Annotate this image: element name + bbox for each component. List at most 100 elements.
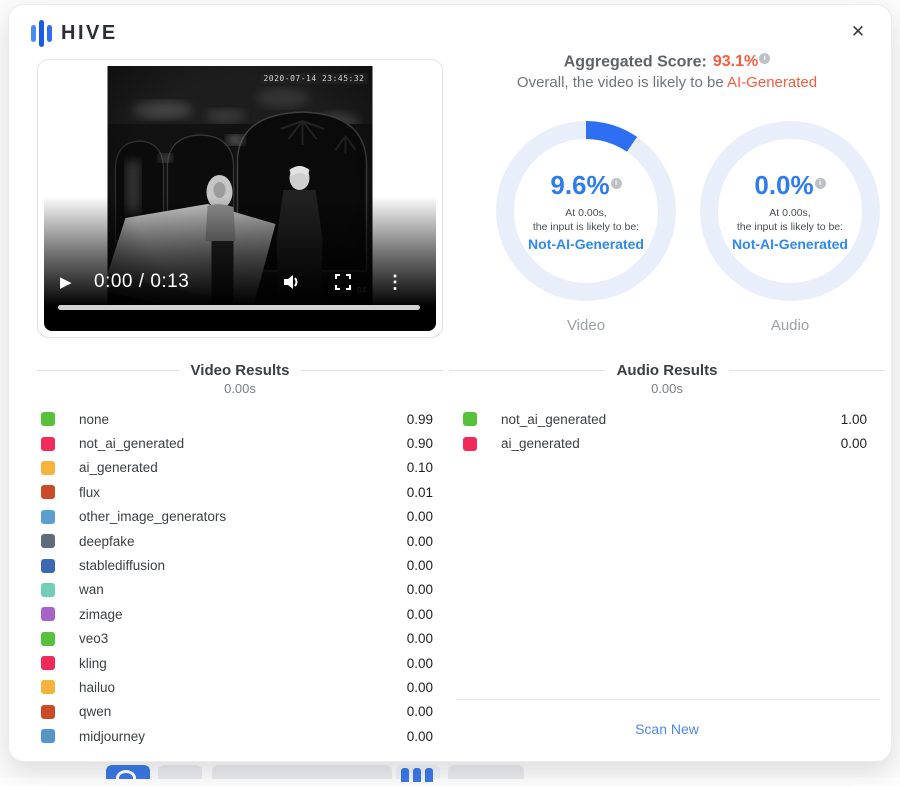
video-gauge-verdict: Not-AI-Generated [528,235,644,252]
color-swatch [41,656,55,671]
result-value: 0.00 [406,606,433,622]
overall-verdict-prefix: Overall, the video is likely to be [516,74,728,92]
brand-name: HIVE [61,21,118,44]
color-swatch [41,558,55,573]
color-swatch [41,704,55,719]
color-swatch [41,460,55,475]
result-label: kling [79,655,107,671]
result-label: deepfake [79,533,135,549]
close-icon[interactable]: ✕ [850,22,866,41]
overall-verdict-line: Overall, the video is likely to be AI-Ge… [449,74,885,91]
aggregated-score-value: 93.1% [712,53,759,71]
result-row: veo3 0.00 [37,627,443,651]
audio-results-section: Audio Results 0.00s not_ai_generated 1.00… [449,362,885,456]
fullscreen-icon[interactable] [332,271,354,293]
video-progress-bar[interactable] [58,305,420,310]
result-label: veo3 [79,631,109,647]
video-gauge-label: Video [566,317,606,334]
result-value: 0.00 [406,679,433,695]
color-swatch [41,607,55,622]
video-results-section: Video Results 0.00s none 0.99 not_ai_gene… [37,362,444,748]
background-hive-icon [396,765,440,782]
color-swatch [41,485,55,500]
result-label: other_image_generators [79,509,227,525]
result-label: hailuo [79,679,116,695]
video-gauge-percent: 9.6% i [550,170,622,201]
overall-verdict: AI-Generated [727,74,818,92]
gauges-row: 9.6% i At 0.00s, the input is likely to b… [496,121,880,334]
video-results-title: Video Results [190,362,290,379]
result-value: 0.00 [406,509,433,525]
controls-gradient [44,196,436,331]
result-row: qwen 0.00 [37,700,443,724]
info-icon[interactable]: i [610,177,622,189]
result-label: not_ai_generated [501,411,607,427]
audio-gauge-caption-lines: At 0.00s, the input is likely to be: [736,207,844,233]
result-row: other_image_generators 0.00 [37,505,443,529]
result-row: ai_generated 0.00 [449,431,885,455]
result-label: zimage [79,606,123,622]
audio-results-header: Audio Results [449,362,885,379]
video-gauge-ring: 9.6% i At 0.00s, the input is likely to b… [496,121,676,301]
audio-gauge-percent: 0.0% i [754,170,826,201]
result-value: 0.00 [406,582,433,598]
result-row: not_ai_generated 1.00 [449,407,885,431]
result-value: 0.10 [406,460,433,476]
color-swatch [41,509,55,524]
result-row: stablediffusion 0.00 [37,553,443,577]
aggregated-score-label: Aggregated Score: [563,53,707,71]
video-gauge-caption-lines: At 0.00s, the input is likely to be: [532,207,640,233]
result-label: ai_generated [79,460,158,476]
hive-results-modal: HIVE ✕ [8,4,892,762]
info-icon[interactable]: i [759,53,771,64]
result-label: flux [79,484,101,500]
color-swatch [463,412,477,427]
result-value: 0.00 [406,655,433,671]
color-swatch [41,631,55,646]
video-player[interactable]: 2020-07-14 23:45:32 CAM 04 ▶ 0:00 / 0:13… [44,66,436,331]
result-value: 0.00 [406,533,433,549]
video-card: 2020-07-14 23:45:32 CAM 04 ▶ 0:00 / 0:13… [37,59,443,338]
video-results-header: Video Results [37,362,444,379]
result-label: ai_generated [501,436,580,452]
background-card [158,765,202,779]
result-label: qwen [79,704,112,720]
video-results-timestamp: 0.00s [224,381,256,396]
color-swatch [41,534,55,549]
result-value: 0.00 [406,704,433,720]
info-icon[interactable]: i [814,177,826,189]
result-row: not_ai_generated 0.90 [37,431,443,455]
result-label: none [79,411,110,427]
video-results-rows: none 0.99 not_ai_generated 0.90 ai_generat… [37,407,443,748]
more-options-icon[interactable]: ⋮ [386,271,404,292]
video-controls: ▶ 0:00 / 0:13 ⋮ [44,269,436,295]
result-value: 0.00 [840,436,867,452]
audio-results-timestamp: 0.00s [651,381,683,396]
video-gauge: 9.6% i At 0.00s, the input is likely to b… [496,121,676,334]
color-swatch [463,436,477,451]
result-row: none 0.99 [37,407,443,431]
color-swatch [41,680,55,695]
result-row: zimage 0.00 [37,602,443,626]
result-value: 0.90 [406,436,433,452]
result-value: 0.99 [406,411,433,427]
result-row: deepfake 0.00 [37,529,443,553]
result-label: stablediffusion [79,558,166,574]
aggregated-summary: Aggregated Score: 93.1% i Overall, the vid… [449,53,885,91]
result-row: midjourney 0.00 [37,724,443,748]
result-value: 0.00 [406,558,433,574]
audio-results-rows: not_ai_generated 1.00 ai_generated 0.00 [449,407,885,456]
result-row: wan 0.00 [37,578,443,602]
play-icon[interactable]: ▶ [60,274,72,291]
result-value: 0.00 [406,728,433,744]
scan-divider [456,699,880,700]
audio-results-title: Audio Results [616,362,718,379]
audio-gauge: 0.0% i At 0.00s, the input is likely to b… [700,121,880,334]
hive-logo: HIVE [31,19,118,47]
color-swatch [41,412,55,427]
scan-new-link[interactable]: Scan New [635,721,699,737]
volume-icon[interactable] [280,271,302,293]
result-value: 0.01 [406,484,433,500]
result-label: not_ai_generated [79,436,185,452]
result-row: ai_generated 0.10 [37,456,443,480]
